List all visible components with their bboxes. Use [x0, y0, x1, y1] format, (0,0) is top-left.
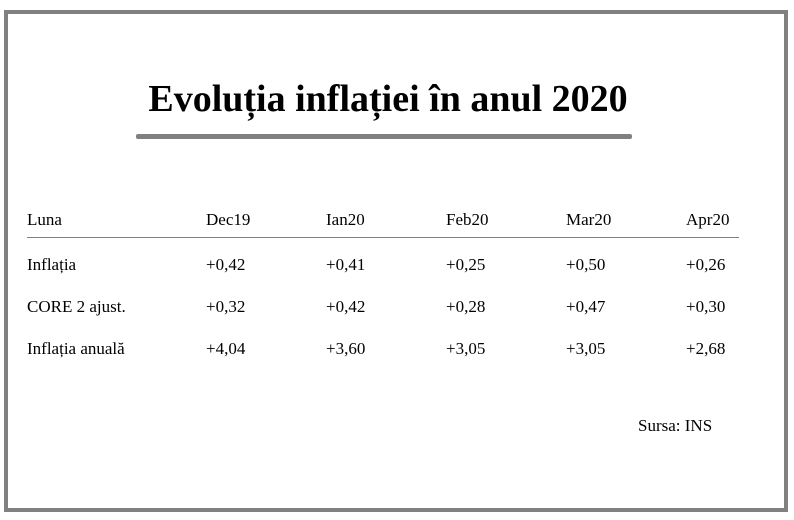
table-row: Inflația anuală +4,04 +3,60 +3,05 +3,05 …	[27, 339, 739, 359]
table-row: CORE 2 ajust. +0,32 +0,42 +0,28 +0,47 +0…	[27, 297, 739, 317]
inflation-table: Luna Dec19 Ian20 Feb20 Mar20 Apr20 Infla…	[27, 210, 739, 358]
header-cell-luna: Luna	[27, 210, 62, 229]
table-cell: +0,28	[446, 297, 486, 316]
table-cell: +3,60	[326, 339, 366, 358]
document-title: Evoluția inflației în anul 2020	[148, 78, 628, 120]
row-label: Inflația	[27, 255, 77, 274]
table-cell: +0,32	[206, 297, 246, 316]
table-cell: +3,05	[446, 339, 486, 358]
header-cell-ian20: Ian20	[326, 210, 365, 229]
table-header-row: Luna Dec19 Ian20 Feb20 Mar20 Apr20	[27, 210, 739, 238]
table-cell: +0,42	[326, 297, 366, 316]
table-cell: +0,47	[566, 297, 606, 316]
table-cell: +4,04	[206, 339, 246, 358]
row-label: CORE 2 ajust.	[27, 297, 126, 316]
table-cell: +2,68	[686, 339, 726, 358]
header-cell-apr20: Apr20	[686, 210, 730, 229]
table-cell: +0,50	[566, 255, 606, 274]
table-cell: +0,30	[686, 297, 726, 316]
table-cell: +0,26	[686, 255, 726, 274]
source-note: Sursa: INS	[638, 416, 713, 435]
header-cell-dec19: Dec19	[206, 210, 251, 229]
header-cell-mar20: Mar20	[566, 210, 612, 229]
header-cell-feb20: Feb20	[446, 210, 489, 229]
title-underline	[136, 134, 632, 139]
table-cell: +0,42	[206, 255, 246, 274]
table-cell: +3,05	[566, 339, 606, 358]
document-frame: Evoluția inflației în anul 2020 Luna Dec…	[4, 10, 788, 512]
row-label: Inflația anuală	[27, 339, 125, 358]
table-cell: +0,41	[326, 255, 366, 274]
table-row: Inflația +0,42 +0,41 +0,25 +0,50 +0,26	[27, 255, 739, 275]
table-cell: +0,25	[446, 255, 486, 274]
